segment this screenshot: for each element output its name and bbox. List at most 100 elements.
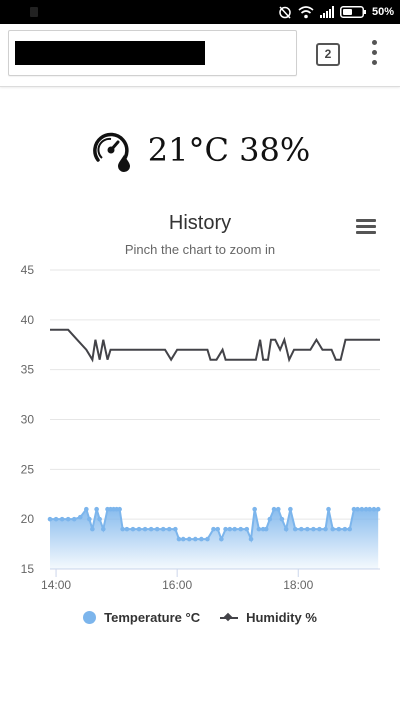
legend-temperature-marker <box>83 611 97 624</box>
temperature-point <box>256 526 262 532</box>
temperature-point <box>311 526 316 532</box>
temperature-point <box>351 506 357 512</box>
temperature-point <box>199 536 204 542</box>
redacted-url <box>15 41 205 65</box>
status-bar: 50% <box>0 0 400 24</box>
gauge-droplet-icon <box>92 132 130 172</box>
temperature-point <box>283 526 289 532</box>
temperature-point <box>326 506 331 512</box>
chart-title: History <box>168 212 232 234</box>
history-chart[interactable]: 15 20 25 30 35 40 45 14:00 16:00 18:00 <box>0 258 400 603</box>
temperature-point <box>244 526 250 532</box>
temperature-point <box>305 526 310 532</box>
temperature-point <box>367 506 373 512</box>
temperature-point <box>223 526 228 532</box>
temperature-point <box>205 536 210 542</box>
temperature-point <box>271 506 277 512</box>
temperature-point <box>211 526 216 532</box>
temperature-point <box>97 516 102 522</box>
x-tick-label: 18:00 <box>283 578 313 592</box>
temperature-point <box>298 526 304 532</box>
temperature-point <box>94 506 99 512</box>
temperature-point <box>219 536 224 542</box>
temperature-point <box>65 516 71 522</box>
legend-temperature-label: Temperature °C <box>104 610 201 625</box>
temperature-point <box>215 526 221 532</box>
notification-icon <box>30 7 38 17</box>
temperature-point <box>180 536 186 542</box>
temperature-line <box>50 507 379 543</box>
temperature-point <box>275 506 281 512</box>
temperature-point <box>124 526 130 532</box>
current-reading: 21°C 38% <box>0 128 400 174</box>
humidity-line <box>50 328 380 363</box>
temperature-point <box>77 514 83 520</box>
temperature-point <box>375 506 381 512</box>
temperature-point <box>142 526 148 532</box>
temperature-point <box>130 526 136 532</box>
temperature-point <box>193 536 198 542</box>
y-tick-label: 15 <box>21 562 35 576</box>
temperature-point <box>232 526 237 532</box>
temperature-point <box>330 526 336 532</box>
temperature-point <box>342 526 348 532</box>
temperature-point <box>288 506 293 512</box>
temperature-point <box>323 526 328 532</box>
status-icons: 50% <box>278 4 394 20</box>
temperature-point <box>59 516 65 522</box>
y-tick-label: 40 <box>21 313 35 327</box>
temperature-point <box>263 526 269 532</box>
x-tick-label: 16:00 <box>162 578 192 592</box>
alarm-off-icon <box>279 6 291 19</box>
temperature-point <box>371 506 377 512</box>
temperature-point <box>176 536 182 542</box>
tabs-button[interactable]: 2 <box>316 43 340 66</box>
temperature-point <box>90 526 95 532</box>
temperature-point <box>100 526 106 532</box>
x-tick-label: 14:00 <box>41 578 71 592</box>
temperature-point <box>336 526 342 532</box>
wifi-icon <box>298 5 314 18</box>
y-tick-label: 20 <box>21 512 35 526</box>
legend-humidity-label: Humidity % <box>246 610 317 625</box>
temperature-point <box>359 506 365 512</box>
temperature-point <box>292 526 298 532</box>
legend-temperature[interactable]: Temperature °C <box>83 610 200 625</box>
temperature-point <box>173 526 178 532</box>
temperature-point <box>317 526 322 532</box>
battery-percent: 50% <box>371 6 394 18</box>
legend-humidity[interactable]: Humidity % <box>220 610 317 625</box>
temperature-point <box>47 516 53 522</box>
temperature-point <box>279 516 285 522</box>
temperature-point <box>53 516 59 522</box>
y-tick-label: 35 <box>21 363 35 377</box>
battery-icon <box>339 6 366 18</box>
temperature-point <box>160 526 166 532</box>
temperature-point <box>267 516 273 522</box>
signal-icon <box>319 6 334 18</box>
temperature-point <box>227 526 233 532</box>
legend-humidity-marker <box>220 616 239 619</box>
temperature-point <box>117 506 122 512</box>
chart-menu-icon[interactable] <box>356 219 378 237</box>
temperature-point <box>136 526 142 532</box>
temperature-point <box>84 506 89 512</box>
y-tick-label: 25 <box>21 462 35 476</box>
temperature-point <box>252 506 257 512</box>
temperature-point <box>186 536 192 542</box>
overflow-menu-icon[interactable] <box>366 40 382 66</box>
chart-legend: Temperature °C Humidity % <box>0 610 400 625</box>
temperature-point <box>248 536 254 542</box>
browser-toolbar: 2 <box>0 24 400 87</box>
reading-value: 21°C 38% <box>147 131 311 169</box>
url-bar[interactable] <box>8 30 297 76</box>
temperature-point <box>87 516 92 522</box>
y-tick-label: 30 <box>21 413 35 427</box>
temperature-area <box>50 509 379 569</box>
temperature-point <box>355 506 360 512</box>
temperature-point <box>166 526 172 532</box>
temperature-point <box>148 526 154 532</box>
y-tick-label: 45 <box>21 263 35 277</box>
temperature-point <box>120 526 125 532</box>
temperature-point <box>347 526 353 532</box>
